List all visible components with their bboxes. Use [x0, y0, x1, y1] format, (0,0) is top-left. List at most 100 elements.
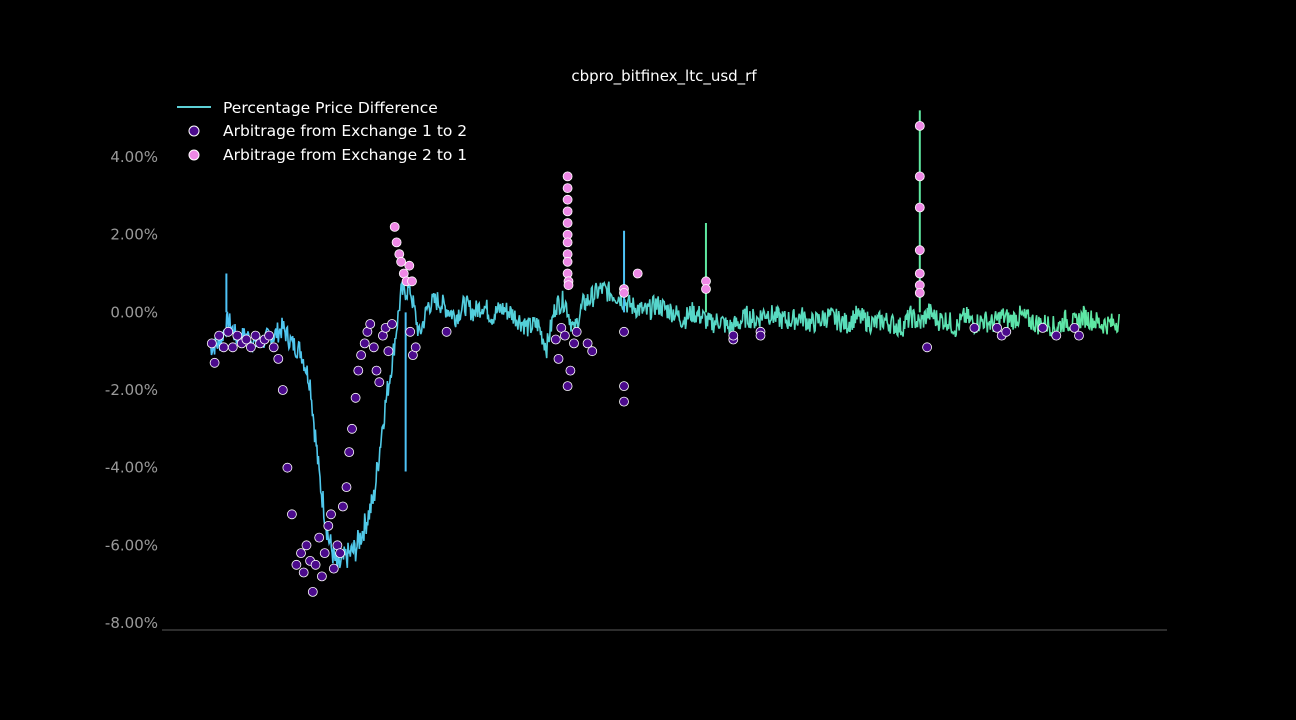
scatter-point: [969, 322, 980, 333]
scatter-point: [296, 548, 306, 558]
scatter-point: [587, 346, 598, 357]
scatter-point: [562, 194, 573, 205]
scatter-exchange-1-to-2: [206, 319, 1084, 597]
scatter-point: [562, 171, 573, 182]
y-tick-label: 4.00%: [110, 148, 158, 166]
scatter-point: [241, 334, 252, 345]
scatter-point: [232, 330, 243, 341]
scatter-point: [619, 381, 629, 392]
scatter-point: [337, 501, 348, 512]
scatter-point: [562, 381, 573, 392]
scatter-point: [562, 237, 573, 248]
scatter-point: [353, 365, 364, 376]
scatter-point: [218, 342, 229, 353]
scatter-point: [922, 342, 932, 353]
scatter-point: [571, 326, 582, 337]
scatter-point: [328, 563, 339, 574]
scatter-point: [410, 342, 421, 353]
scatter-point: [350, 392, 361, 403]
scatter-point: [301, 540, 312, 551]
scatter-point: [314, 532, 325, 543]
scatter-point: [307, 587, 318, 597]
scatter-point: [407, 276, 417, 287]
scatter-point: [387, 319, 397, 329]
legend-marker-exchange-1-to-2: [188, 125, 200, 137]
scatter-point: [396, 256, 407, 267]
scatter-exchange-2-to-1: [389, 121, 925, 298]
scatter-series-layer: [206, 121, 1084, 597]
scatter-point: [569, 338, 579, 349]
scatter-point: [264, 330, 275, 341]
scatter-point: [1001, 326, 1012, 337]
scatter-point: [273, 353, 284, 364]
scatter-point: [562, 256, 573, 267]
scatter-point: [619, 287, 629, 298]
scatter-point: [356, 350, 367, 361]
scatter-point: [701, 284, 711, 294]
scatter-point: [250, 330, 261, 341]
scatter-point: [344, 447, 355, 458]
scatter-point: [286, 509, 297, 520]
scatter-point: [755, 330, 766, 341]
scatter-point: [914, 287, 925, 298]
line-series-layer: [209, 110, 1120, 570]
scatter-point: [298, 567, 309, 578]
scatter-point: [374, 377, 385, 388]
scatter-point: [391, 237, 402, 248]
legend-label-exchange-2-to-1: Arbitrage from Exchange 2 to 1: [223, 146, 467, 164]
chart-title: cbpro_bitfinex_ltc_usd_rf: [571, 67, 757, 86]
scatter-point: [550, 334, 561, 345]
scatter-point: [347, 423, 357, 434]
scatter-point: [562, 206, 573, 217]
scatter-point: [268, 342, 279, 353]
scatter-point: [223, 326, 234, 337]
y-tick-label: 0.00%: [110, 303, 158, 321]
scatter-point: [323, 521, 334, 531]
scatter-point: [335, 548, 346, 558]
scatter-point: [310, 559, 321, 570]
scatter-point: [371, 365, 382, 376]
scatter-point: [245, 342, 256, 353]
scatter-point: [227, 342, 238, 353]
scatter-point: [562, 218, 573, 228]
scatter-point: [319, 548, 330, 558]
scatter-point: [359, 338, 370, 349]
scatter-point: [291, 559, 302, 570]
scatter-point: [560, 330, 570, 341]
scatter-point: [1037, 322, 1048, 333]
scatter-point: [441, 326, 452, 337]
scatter-point: [582, 338, 593, 349]
scatter-point: [404, 260, 415, 271]
scatter-point: [1074, 330, 1084, 341]
series-line-percentage-price-difference: [209, 279, 1120, 570]
scatter-point: [619, 326, 629, 337]
scatter-point: [914, 245, 925, 256]
scatter-point: [728, 330, 739, 341]
scatter-point: [389, 221, 400, 232]
scatter-point: [1051, 330, 1062, 341]
scatter-point: [368, 342, 379, 353]
scatter-point: [1069, 322, 1080, 333]
y-tick-label: 2.00%: [110, 226, 158, 244]
legend-label-exchange-1-to-2: Arbitrage from Exchange 1 to 2: [223, 122, 467, 140]
scatter-point: [992, 322, 1002, 333]
scatter-point: [914, 121, 925, 131]
scatter-point: [553, 353, 564, 364]
y-tick-label: -8.00%: [105, 614, 158, 632]
scatter-point: [619, 396, 629, 407]
scatter-point: [214, 330, 225, 341]
legend-marker-exchange-2-to-1: [188, 149, 200, 161]
scatter-point: [277, 385, 288, 395]
scatter-point: [206, 338, 217, 349]
y-tick-label: -4.00%: [105, 459, 158, 477]
scatter-point: [316, 571, 327, 582]
scatter-point: [405, 326, 416, 337]
scatter-point: [341, 482, 352, 493]
scatter-point: [326, 509, 336, 520]
scatter-point: [565, 365, 576, 376]
scatter-point: [383, 346, 394, 357]
y-axis-ticks: 4.00% 2.00% 0.00% -2.00% -4.00% -6.00% -8.00%: [105, 148, 158, 632]
scatter-point: [282, 462, 293, 473]
